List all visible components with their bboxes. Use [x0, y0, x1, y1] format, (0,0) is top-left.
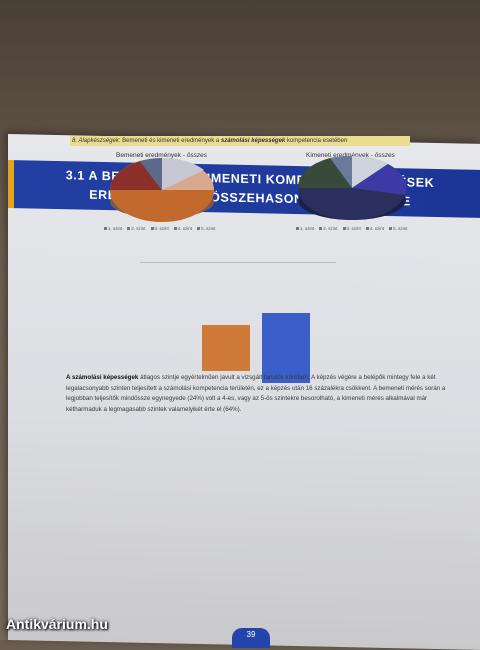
body-paragraph: A számolási képességek átlagos szintje e…	[66, 373, 450, 415]
right-pie-slice-2	[330, 155, 352, 188]
legend-item: 4. szint	[173, 226, 192, 231]
legend-item: 4. szint	[365, 226, 384, 231]
right-pie-title: Kimeneti eredmények - összes	[306, 152, 395, 159]
right-pie-title-plain: Kimeneti eredmények -	[306, 152, 375, 159]
left-pie-slice-1	[162, 190, 214, 222]
paragraph-lead: A számolási képességek	[66, 374, 139, 381]
right-pie-legend: 1. szint 2. szint 3. szint 4. szint 5. s…	[296, 226, 407, 231]
left-pie-title-italic: összes	[186, 152, 208, 159]
legend-item: 3. szint	[342, 226, 361, 231]
right-pie-slice-1	[297, 158, 352, 188]
left-pie-title: Bemeneti eredmények - összes	[116, 152, 207, 159]
left-pie	[110, 157, 214, 222]
page-number: 39	[232, 628, 270, 648]
left-pie-slice-5	[162, 157, 204, 190]
subheading-suffix: kompetencia esetében	[285, 138, 348, 144]
left-pie-legend: 1. szint 2. szint 3. szint 4. szint 5. s…	[104, 226, 215, 231]
left-pie-slice-4	[140, 158, 162, 190]
subheading-prefix: 8. Alapkészségek	[72, 138, 119, 144]
left-pie-slice-3	[110, 161, 162, 190]
left-pie-title-plain: Bemeneti eredmények -	[116, 152, 187, 159]
bar-input	[202, 325, 250, 371]
subheading-mid: : Bemeneti és kimeneti eredmények a	[118, 138, 221, 144]
legend-item: 2. szint	[319, 226, 338, 231]
bar-output	[262, 313, 310, 383]
legend-item: 1. szint	[104, 226, 122, 231]
paragraph-text: átlagos szintje egyértelműen javult a vi…	[66, 374, 446, 413]
left-pie-slice-2	[110, 190, 162, 222]
watermark: Antikvárium.hu	[6, 616, 108, 632]
right-pie	[297, 155, 407, 220]
right-pie-slice-4	[352, 164, 407, 195]
right-pie-slice-3	[352, 155, 388, 188]
subheading-highlight	[70, 136, 410, 146]
legend-item: 5. szint	[389, 226, 407, 231]
figure-subheading: 8. Alapkészségek: Bemeneti és kimeneti e…	[72, 136, 347, 146]
legend-item: 3. szint	[150, 226, 169, 231]
bar-chart	[140, 262, 336, 383]
legend-item: 1. szint	[296, 226, 314, 231]
legend-item: 5. szint	[197, 226, 215, 231]
legend-item: 2. szint	[127, 226, 146, 231]
right-pie-title-italic: összes	[374, 152, 395, 159]
subheading-emphasis: számolási képességek	[220, 138, 286, 144]
